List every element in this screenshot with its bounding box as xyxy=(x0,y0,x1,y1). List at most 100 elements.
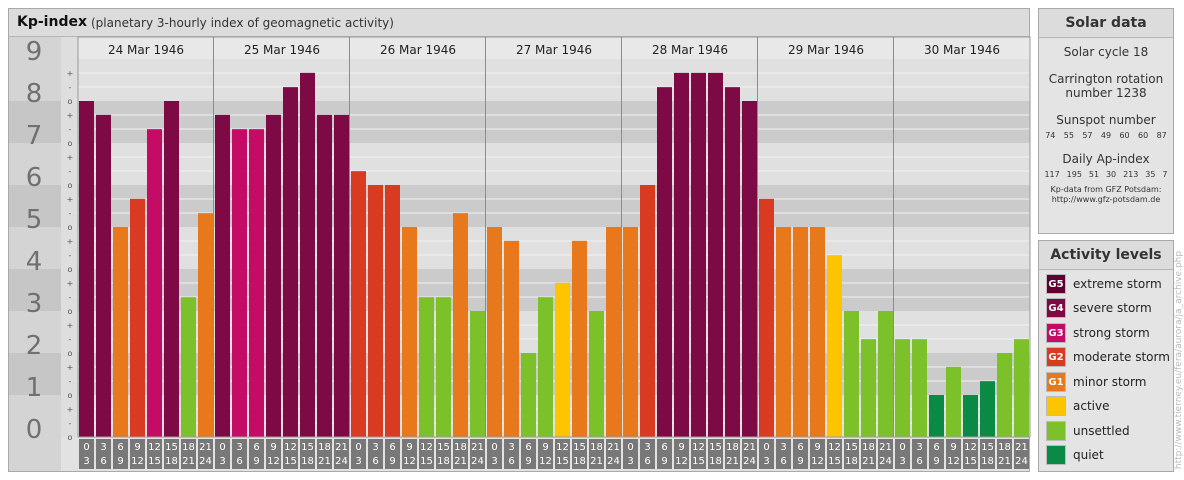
y-minor-label: o xyxy=(68,139,73,148)
y-minor-label: o xyxy=(68,181,73,190)
day-label: 24 Mar 1946 xyxy=(108,43,184,57)
kp-bar xyxy=(334,114,349,438)
y-minor-label: + xyxy=(67,279,74,288)
time-label-cell xyxy=(385,439,400,469)
kp-bar xyxy=(96,114,111,438)
solar-data-heading: Solar data xyxy=(1039,9,1173,38)
time-label-end: 12 xyxy=(403,456,416,467)
kp-bar xyxy=(572,240,587,437)
time-label-cell xyxy=(453,439,468,469)
time-label-cell xyxy=(113,439,128,469)
kp-bar xyxy=(844,311,859,437)
time-label-end: 12 xyxy=(267,456,280,467)
y-tick-label: 2 xyxy=(26,331,43,361)
kp-bar xyxy=(946,366,961,437)
time-label-cell xyxy=(980,439,995,469)
time-label-cell xyxy=(147,439,162,469)
chart-subtitle: (planetary 3-hourly index of geomagnetic… xyxy=(91,16,394,30)
time-label-end: 3 xyxy=(355,456,361,467)
activity-levels-heading: Activity levels xyxy=(1039,241,1173,270)
y-minor-label: + xyxy=(67,153,74,162)
time-label-cell xyxy=(555,439,570,469)
legend-label: moderate storm xyxy=(1073,350,1170,364)
time-label-cell xyxy=(538,439,553,469)
y-tick-label: 3 xyxy=(26,289,43,319)
time-label-cell xyxy=(759,439,774,469)
day-header-band xyxy=(78,37,1030,59)
time-label-end: 21 xyxy=(182,456,195,467)
time-label-start: 21 xyxy=(1015,442,1028,453)
legend-swatch: G2 xyxy=(1046,347,1066,367)
time-label-start: 15 xyxy=(301,442,314,453)
time-label-start: 9 xyxy=(678,442,684,453)
time-label-cell xyxy=(708,439,723,469)
kp-bar xyxy=(691,72,706,438)
time-label-cell xyxy=(215,439,230,469)
kp-bar xyxy=(436,297,451,437)
kp-bar xyxy=(402,227,417,437)
time-label-end: 24 xyxy=(335,456,348,467)
time-label-start: 18 xyxy=(454,442,467,453)
time-label-start: 6 xyxy=(389,442,395,453)
time-label-start: 3 xyxy=(100,442,106,453)
y-minor-label: o xyxy=(68,265,73,274)
time-label-cell xyxy=(861,439,876,469)
time-label-start: 9 xyxy=(406,442,412,453)
kp-bar xyxy=(963,395,978,437)
time-label-start: 0 xyxy=(355,442,361,453)
kp-bar xyxy=(504,240,519,437)
legend-label: active xyxy=(1073,399,1110,413)
kp-bar xyxy=(997,353,1012,437)
sunspot-label: Sunspot number xyxy=(1056,113,1156,127)
y-minor-label: - xyxy=(69,209,72,218)
kp-bar xyxy=(470,311,485,437)
time-label-cell xyxy=(742,439,757,469)
y-minor-label: - xyxy=(69,293,72,302)
time-label-cell xyxy=(946,439,961,469)
ap-value: 30 xyxy=(1105,170,1117,179)
time-label-cell xyxy=(334,439,349,469)
time-label-start: 0 xyxy=(83,442,89,453)
y-tick-label: 9 xyxy=(26,37,43,67)
ap-value: 195 xyxy=(1066,170,1082,179)
kp-bar xyxy=(113,227,128,437)
y-minor-label: + xyxy=(67,69,74,78)
legend-label: unsettled xyxy=(1073,424,1130,438)
time-label-end: 21 xyxy=(590,456,603,467)
time-label-cell xyxy=(895,439,910,469)
time-label-end: 15 xyxy=(420,456,433,467)
time-label-start: 6 xyxy=(525,442,531,453)
time-label-start: 9 xyxy=(134,442,140,453)
legend-item: G1 minor storm xyxy=(1046,372,1146,392)
legend-swatch xyxy=(1046,396,1066,416)
legend-swatch xyxy=(1046,445,1066,465)
solar-data-panel: Solar data Solar cycle 18 Carrington rot… xyxy=(1038,8,1174,234)
kp-bar xyxy=(487,227,502,437)
time-label-end: 12 xyxy=(131,456,144,467)
time-label-cell xyxy=(181,439,196,469)
time-label-start: 15 xyxy=(845,442,858,453)
time-label-cell xyxy=(164,439,179,469)
time-label-cell xyxy=(402,439,417,469)
kp-bar xyxy=(827,255,842,437)
kp-bar xyxy=(640,185,655,437)
data-credit: Kp-data from GFZ Potsdam: http://www.gfz… xyxy=(1039,185,1173,205)
time-label-end: 9 xyxy=(661,456,667,467)
legend-swatch xyxy=(1046,421,1066,441)
time-label-end: 18 xyxy=(845,456,858,467)
time-label-start: 12 xyxy=(148,442,161,453)
ap-index-values: 117 195 51 30 213 35 7 xyxy=(1039,170,1173,179)
kp-bar xyxy=(861,339,876,437)
plot-border xyxy=(77,36,1031,438)
legend-item: G5 extreme storm xyxy=(1046,274,1162,294)
kp-bar xyxy=(317,114,332,438)
time-label-cell xyxy=(929,439,944,469)
y-minor-label: + xyxy=(67,237,74,246)
time-label-end: 9 xyxy=(797,456,803,467)
time-label-start: 18 xyxy=(182,442,195,453)
y-tick-label: 6 xyxy=(26,163,43,193)
legend-swatch: G1 xyxy=(1046,372,1066,392)
y-minor-label: + xyxy=(67,321,74,330)
time-label-start: 6 xyxy=(117,442,123,453)
ap-value: 35 xyxy=(1145,170,1156,179)
